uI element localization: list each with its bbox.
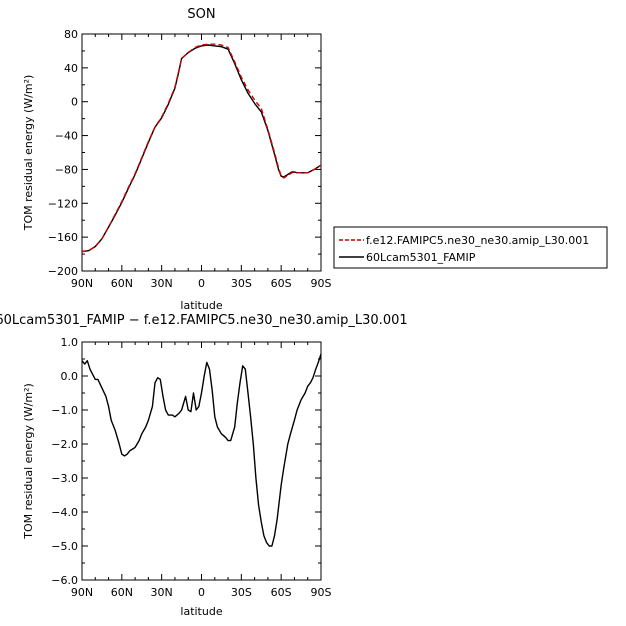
- y-axis-label: TOM residual energy (W/m²): [22, 75, 35, 232]
- y-tick-label: 0: [71, 96, 78, 109]
- x-tick-label: 90S: [311, 277, 332, 290]
- plot-frame: [81, 33, 322, 272]
- x-tick-label: 60N: [111, 277, 133, 290]
- x-tick-label: 30N: [151, 277, 173, 290]
- y-tick-label: −1.0: [51, 404, 78, 417]
- x-tick-label: 30S: [231, 586, 252, 599]
- x-tick-label: 60S: [271, 586, 292, 599]
- legend-box: [333, 226, 608, 269]
- legend-label: f.e12.FAMIPC5.ne30_ne30.amip_L30.001: [366, 234, 589, 247]
- x-tick-label: 30N: [151, 586, 173, 599]
- legend: f.e12.FAMIPC5.ne30_ne30.amip_L30.001 60Lc…: [333, 226, 608, 269]
- chart-title: 60Lcam5301_FAMIP − f.e12.FAMIPC5.ne30_ne…: [0, 313, 408, 328]
- x-tick-label: 90S: [311, 586, 332, 599]
- chart-title: SON: [187, 7, 215, 22]
- y-tick-label: −80: [55, 163, 78, 176]
- top-chart: SON 90N 60N 30N 0 30S 60S 90S 80 40 0 −40 −80 −120 −16…: [22, 7, 332, 312]
- series-line: [81, 43, 322, 253]
- bottom-chart: 60Lcam5301_FAMIP − f.e12.FAMIPC5.ne30_ne…: [0, 313, 408, 618]
- x-tick-label: 90N: [71, 586, 93, 599]
- y-tick-label: −2.0: [51, 438, 78, 451]
- y-tick-label: −6.0: [51, 574, 78, 587]
- x-tick-label: 60N: [111, 586, 133, 599]
- x-axis-label: latitude: [180, 605, 222, 618]
- y-tick-label: −40: [55, 130, 78, 143]
- y-axis-label: TOM residual energy (W/m²): [22, 383, 35, 540]
- series-line: [81, 44, 322, 253]
- y-tick-label: −3.0: [51, 472, 78, 485]
- y-tick-label: 0.0: [61, 370, 79, 383]
- y-tick-label: −5.0: [51, 540, 78, 553]
- series-line: [81, 353, 322, 547]
- y-tick-label: −4.0: [51, 506, 78, 519]
- y-tick-label: −200: [48, 265, 78, 278]
- y-tick-label: −120: [48, 197, 78, 210]
- x-tick-label: 30S: [231, 277, 252, 290]
- x-tick-label: 90N: [71, 277, 93, 290]
- legend-label: 60Lcam5301_FAMIP: [366, 251, 476, 264]
- y-tick-label: 80: [64, 28, 78, 41]
- x-tick-label: 60S: [271, 277, 292, 290]
- y-tick-label: 40: [64, 62, 78, 75]
- x-tick-label: 0: [198, 586, 205, 599]
- y-tick-label: 1.0: [61, 336, 79, 349]
- y-tick-label: −160: [48, 231, 78, 244]
- x-tick-label: 0: [198, 277, 205, 290]
- x-axis-label: latitude: [180, 299, 222, 312]
